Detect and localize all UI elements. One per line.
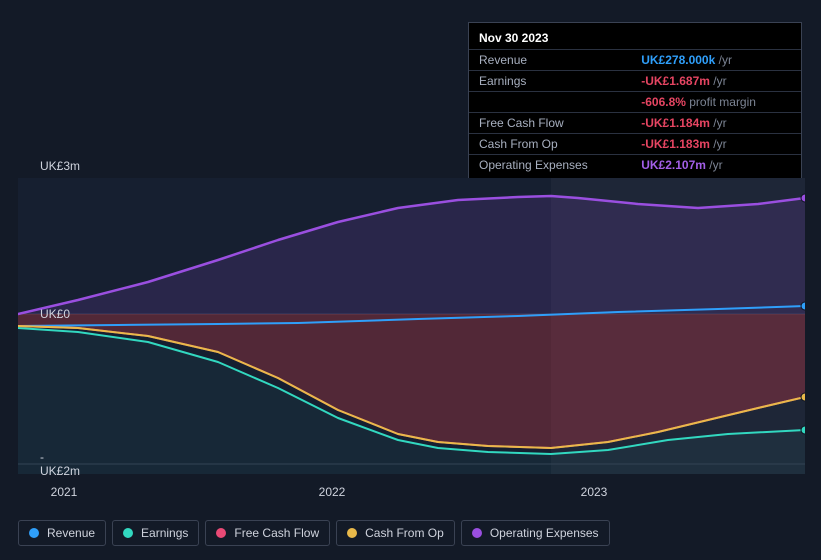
- tooltip-row-label: Operating Expenses: [469, 155, 631, 176]
- y-axis-label: -UK£2m: [40, 450, 78, 478]
- legend-swatch: [123, 528, 133, 538]
- legend-label: Operating Expenses: [490, 526, 599, 540]
- tooltip-row-value: UK£2.107m /yr: [631, 155, 801, 176]
- legend-label: Cash From Op: [365, 526, 444, 540]
- legend-item[interactable]: Operating Expenses: [461, 520, 610, 546]
- x-axis-label: 2023: [581, 485, 608, 499]
- chart-tooltip: Nov 30 2023 RevenueUK£278.000k /yrEarnin…: [468, 22, 802, 180]
- legend-label: Earnings: [141, 526, 188, 540]
- x-axis-label: 2022: [319, 485, 346, 499]
- x-axis-label: 2021: [51, 485, 78, 499]
- legend-label: Free Cash Flow: [234, 526, 319, 540]
- legend-swatch: [472, 528, 482, 538]
- legend-item[interactable]: Cash From Op: [336, 520, 455, 546]
- tooltip-row-value: -UK£1.183m /yr: [631, 134, 801, 155]
- tooltip-row-label: Earnings: [469, 71, 631, 92]
- tooltip-row-value: -UK£1.184m /yr: [631, 113, 801, 134]
- legend-swatch: [216, 528, 226, 538]
- y-axis-label: UK£0: [40, 307, 78, 321]
- tooltip-row-label: Revenue: [469, 50, 631, 71]
- tooltip-table: RevenueUK£278.000k /yrEarnings-UK£1.687m…: [469, 49, 801, 175]
- tooltip-row-label: Cash From Op: [469, 134, 631, 155]
- legend-swatch: [29, 528, 39, 538]
- legend-label: Revenue: [47, 526, 95, 540]
- tooltip-date: Nov 30 2023: [469, 27, 801, 49]
- legend-item[interactable]: Earnings: [112, 520, 199, 546]
- chart-legend: Revenue Earnings Free Cash Flow Cash From O…: [18, 520, 610, 546]
- financials-chart[interactable]: UK£3mUK£0-UK£2m 202120222023: [18, 178, 805, 474]
- legend-item[interactable]: Revenue: [18, 520, 106, 546]
- tooltip-row-value: UK£278.000k /yr: [631, 50, 801, 71]
- tooltip-row-value: -UK£1.687m /yr: [631, 71, 801, 92]
- root: Nov 30 2023 RevenueUK£278.000k /yrEarnin…: [0, 0, 821, 560]
- y-axis-label: UK£3m: [40, 159, 78, 173]
- tooltip-row-label: Free Cash Flow: [469, 113, 631, 134]
- tooltip-row-value: -606.8% profit margin: [631, 92, 801, 113]
- legend-swatch: [347, 528, 357, 538]
- legend-item[interactable]: Free Cash Flow: [205, 520, 330, 546]
- chart-svg: [18, 178, 805, 474]
- tooltip-row-label: [469, 92, 631, 113]
